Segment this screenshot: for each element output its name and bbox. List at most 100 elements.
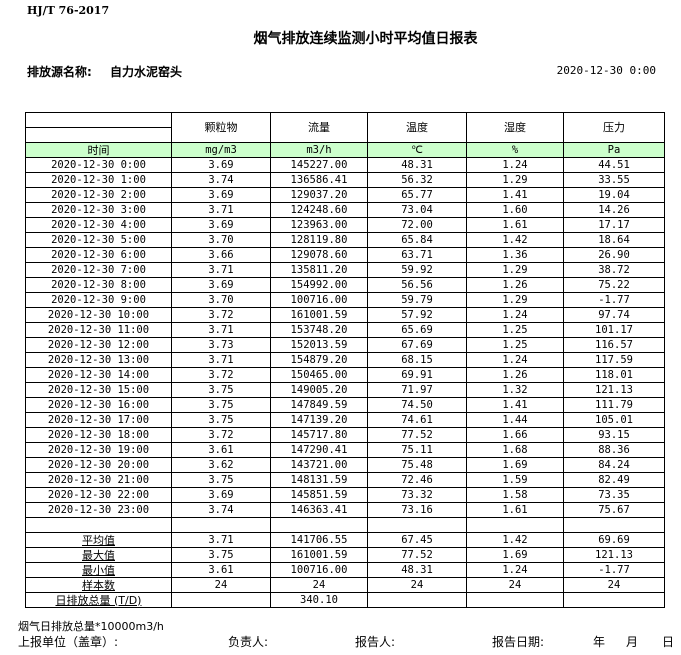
stat-temperature: 48.31 bbox=[367, 562, 467, 578]
cell-pressure: 26.90 bbox=[563, 247, 665, 263]
source-label: 排放源名称: bbox=[27, 65, 92, 79]
cell-time: 2020-12-30 8:00 bbox=[25, 277, 172, 293]
stats-row: 最大值 3.75 161001.59 77.52 1.69 121.13 bbox=[25, 547, 665, 563]
cell-humidity: 1.44 bbox=[466, 412, 564, 428]
cell-humidity: 1.60 bbox=[466, 202, 564, 218]
data-row: 2020-12-30 6:00 3.66 129078.60 63.71 1.36 26.… bbox=[25, 247, 665, 263]
cell-flow: 146363.41 bbox=[270, 502, 368, 518]
cell-flow bbox=[270, 517, 368, 533]
cell-pressure: 38.72 bbox=[563, 262, 665, 278]
cell-time: 2020-12-30 23:00 bbox=[25, 502, 172, 518]
cell-temperature: 69.91 bbox=[367, 367, 467, 383]
units-row: 时间 mg/m3 m3/h ℃ % Pa bbox=[25, 142, 665, 158]
cell-humidity: 1.29 bbox=[466, 292, 564, 308]
stat-time: 最大值 bbox=[25, 547, 172, 563]
cell-time: 2020-12-30 17:00 bbox=[25, 412, 172, 428]
cell-humidity: 1.41 bbox=[466, 187, 564, 203]
standard-code: HJ/T 76-2017 bbox=[27, 4, 110, 17]
stat-time: 样本数 bbox=[25, 577, 172, 593]
cell-humidity: 1.61 bbox=[466, 217, 564, 233]
cell-time: 2020-12-30 18:00 bbox=[25, 427, 172, 443]
cell-temperature: 72.00 bbox=[367, 217, 467, 233]
cell-flow: 123963.00 bbox=[270, 217, 368, 233]
stat-humidity: 1.42 bbox=[466, 532, 564, 548]
cell-pressure: -1.77 bbox=[563, 292, 665, 308]
cell-time: 2020-12-30 11:00 bbox=[25, 322, 172, 338]
footer-unit-label: 上报单位（盖章）: bbox=[18, 635, 119, 649]
data-row: 2020-12-30 14:00 3.72 150465.00 69.91 1.26 11… bbox=[25, 367, 665, 383]
cell-particulate: 3.75 bbox=[171, 382, 271, 398]
cell-flow: 135811.20 bbox=[270, 262, 368, 278]
stat-pressure: 69.69 bbox=[563, 532, 665, 548]
cell-temperature: 67.69 bbox=[367, 337, 467, 353]
cell-temperature: 48.31 bbox=[367, 157, 467, 173]
cell-humidity: 1.61 bbox=[466, 502, 564, 518]
cell-time: 2020-12-30 16:00 bbox=[25, 397, 172, 413]
cell-flow: 100716.00 bbox=[270, 292, 368, 308]
data-row: 2020-12-30 19:00 3.61 147290.41 75.11 1.68 88… bbox=[25, 442, 665, 458]
cell-particulate: 3.72 bbox=[171, 307, 271, 323]
stat-particulate: 3.75 bbox=[171, 547, 271, 563]
header-row: 颗粒物 流量 温度 湿度 压力 bbox=[25, 112, 665, 143]
stat-particulate: 24 bbox=[171, 577, 271, 593]
cell-pressure: 118.01 bbox=[563, 367, 665, 383]
report-title: 烟气排放连续监测小时平均值日报表 bbox=[253, 31, 478, 47]
cell-temperature: 71.97 bbox=[367, 382, 467, 398]
cell-pressure: 44.51 bbox=[563, 157, 665, 173]
data-row: 2020-12-30 16:00 3.75 147849.59 74.50 1.41 11… bbox=[25, 397, 665, 413]
footer-month: 月 bbox=[626, 635, 639, 649]
cell-flow: 145851.59 bbox=[270, 487, 368, 503]
cell-pressure: 33.55 bbox=[563, 172, 665, 188]
cell-particulate: 3.69 bbox=[171, 157, 271, 173]
cell-time: 2020-12-30 0:00 bbox=[25, 157, 172, 173]
header-pressure: 压力 bbox=[563, 112, 665, 143]
data-row: 2020-12-30 8:00 3.69 154992.00 56.56 1.26 75.… bbox=[25, 277, 665, 293]
stat-pressure: 24 bbox=[563, 577, 665, 593]
cell-time: 2020-12-30 22:00 bbox=[25, 487, 172, 503]
cell-pressure: 18.64 bbox=[563, 232, 665, 248]
data-row: 2020-12-30 12:00 3.73 152013.59 67.69 1.25 11… bbox=[25, 337, 665, 353]
cell-time: 2020-12-30 12:00 bbox=[25, 337, 172, 353]
header-blank-2 bbox=[25, 127, 172, 143]
cell-time: 2020-12-30 21:00 bbox=[25, 472, 172, 488]
cell-temperature: 57.92 bbox=[367, 307, 467, 323]
cell-particulate: 3.74 bbox=[171, 172, 271, 188]
cell-particulate: 3.62 bbox=[171, 457, 271, 473]
cell-humidity: 1.69 bbox=[466, 457, 564, 473]
stat-particulate bbox=[171, 592, 271, 608]
cell-pressure: 75.67 bbox=[563, 502, 665, 518]
header-temperature: 温度 bbox=[367, 112, 467, 143]
cell-pressure bbox=[563, 517, 665, 533]
data-row: 2020-12-30 5:00 3.70 128119.80 65.84 1.42 18.… bbox=[25, 232, 665, 248]
cell-particulate: 3.75 bbox=[171, 397, 271, 413]
stat-humidity: 1.24 bbox=[466, 562, 564, 578]
stats-row: 平均值 3.71 141706.55 67.45 1.42 69.69 bbox=[25, 532, 665, 548]
cell-temperature: 65.84 bbox=[367, 232, 467, 248]
cell-time: 2020-12-30 20:00 bbox=[25, 457, 172, 473]
cell-pressure: 121.13 bbox=[563, 382, 665, 398]
cell-humidity: 1.59 bbox=[466, 472, 564, 488]
cell-pressure: 105.01 bbox=[563, 412, 665, 428]
cell-particulate: 3.75 bbox=[171, 472, 271, 488]
stat-humidity bbox=[466, 592, 564, 608]
cell-particulate: 3.73 bbox=[171, 337, 271, 353]
cell-humidity: 1.36 bbox=[466, 247, 564, 263]
cell-temperature: 65.77 bbox=[367, 187, 467, 203]
unit-temperature: ℃ bbox=[367, 142, 467, 158]
cell-time: 2020-12-30 5:00 bbox=[25, 232, 172, 248]
data-row: 2020-12-30 13:00 3.71 154879.20 68.15 1.24 11… bbox=[25, 352, 665, 368]
cell-particulate: 3.61 bbox=[171, 442, 271, 458]
data-row: 2020-12-30 9:00 3.70 100716.00 59.79 1.29 -1.… bbox=[25, 292, 665, 308]
stat-pressure: -1.77 bbox=[563, 562, 665, 578]
stat-temperature: 77.52 bbox=[367, 547, 467, 563]
cell-particulate: 3.69 bbox=[171, 277, 271, 293]
cell-temperature: 75.11 bbox=[367, 442, 467, 458]
cell-pressure: 75.22 bbox=[563, 277, 665, 293]
footer-note: 烟气日排放总量*10000m3/h bbox=[18, 620, 164, 633]
footer-responsible-label: 负责人: bbox=[228, 635, 269, 649]
cell-temperature: 56.32 bbox=[367, 172, 467, 188]
cell-humidity: 1.26 bbox=[466, 277, 564, 293]
cell-particulate: 3.71 bbox=[171, 262, 271, 278]
data-row: 2020-12-30 23:00 3.74 146363.41 73.16 1.61 75… bbox=[25, 502, 665, 518]
cell-particulate: 3.69 bbox=[171, 217, 271, 233]
